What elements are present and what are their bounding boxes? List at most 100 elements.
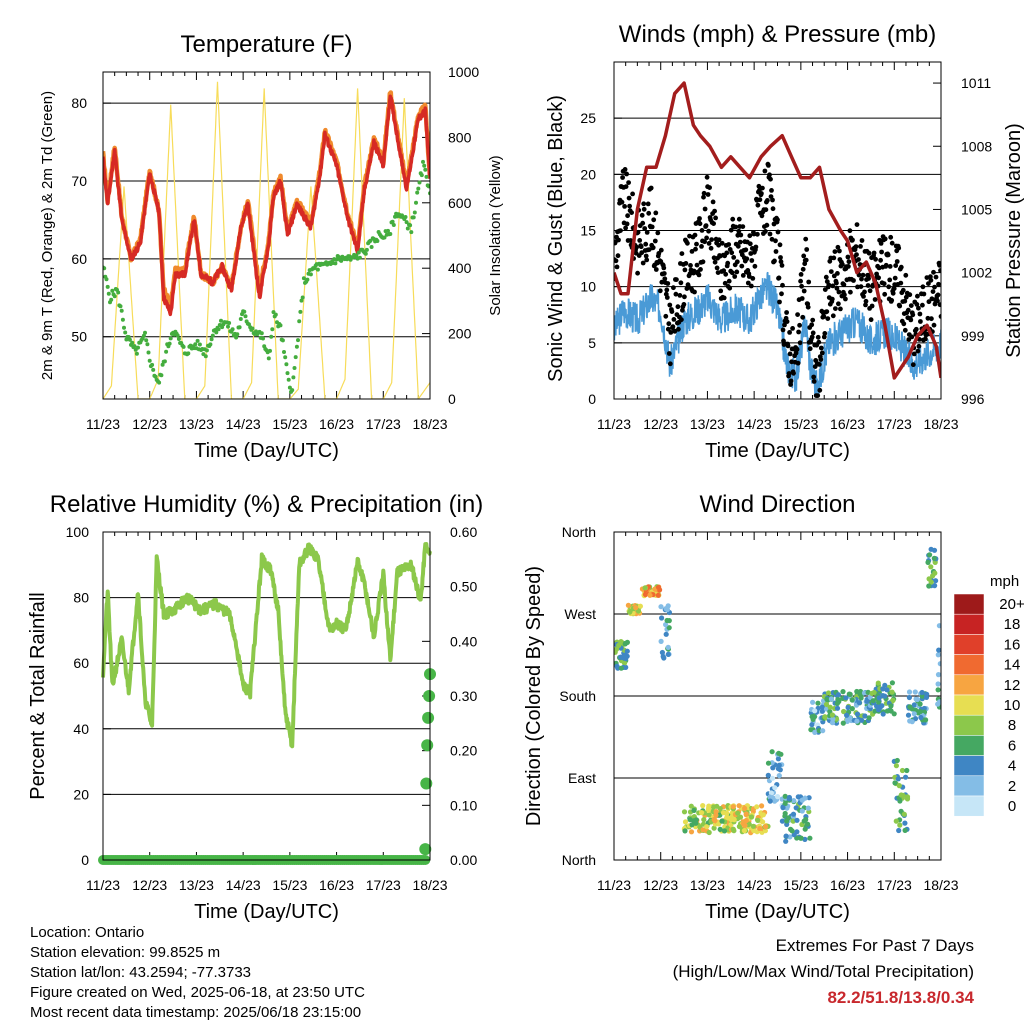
gust-point	[791, 370, 796, 376]
x-tick-label: 17/23	[366, 877, 401, 893]
dewpoint-point	[226, 324, 230, 329]
gust-point	[816, 339, 822, 345]
direction-point	[890, 697, 896, 704]
gust-point	[699, 228, 705, 233]
gust-point	[746, 274, 752, 279]
gust-point	[893, 263, 899, 268]
gust-point	[858, 244, 863, 249]
dewpoint-point	[403, 215, 408, 219]
dewpoint-point	[203, 354, 208, 359]
direction-point	[665, 651, 671, 658]
gust-point	[929, 316, 934, 322]
gust-point	[701, 190, 707, 196]
direction-point	[809, 714, 815, 720]
gust-point	[900, 287, 906, 293]
direction-point	[865, 689, 871, 696]
gust-point	[785, 343, 791, 349]
y2-axis-label: Solar Insolation (Yellow)	[487, 155, 504, 315]
dewpoint-point	[333, 261, 338, 266]
legend-label: 2	[1008, 778, 1016, 795]
direction-point	[790, 811, 797, 817]
gust-point	[614, 264, 620, 270]
direction-point	[809, 722, 815, 728]
dewpoint-point	[291, 375, 296, 380]
gust-point	[795, 360, 801, 366]
gust-point	[664, 287, 670, 293]
direction-point	[936, 623, 941, 629]
gust-point	[892, 275, 898, 281]
dewpoint-point	[357, 255, 362, 260]
dewpoint-point	[195, 338, 200, 343]
gust-point	[650, 245, 656, 251]
x-tick-label: 15/23	[272, 877, 307, 893]
dewpoint-point	[159, 373, 164, 378]
gust-point	[897, 303, 903, 309]
y2-tick-label: 0.50	[450, 579, 477, 595]
dewpoint-point	[176, 337, 181, 341]
gust-point	[908, 317, 914, 323]
gust-point	[651, 217, 657, 223]
gust-point	[718, 288, 724, 294]
panel-temperature: Temperature (F) Time (Day/UTC) 11/23 12/23 1…	[39, 31, 504, 462]
gust-point	[627, 203, 632, 209]
gust-point	[850, 237, 855, 243]
direction-point	[925, 559, 931, 566]
gust-point	[931, 322, 937, 328]
gust-point	[882, 236, 888, 242]
gust-point	[835, 244, 841, 250]
legend-swatch	[953, 755, 985, 777]
direction-point	[717, 806, 723, 812]
gust-point	[701, 194, 706, 200]
direction-point	[882, 693, 888, 699]
gust-point	[908, 303, 914, 308]
gust-point	[653, 210, 659, 216]
direction-point	[902, 827, 908, 834]
gust-point	[712, 259, 718, 265]
direction-point	[810, 699, 816, 705]
gust-point	[878, 241, 884, 246]
gust-point	[699, 244, 704, 249]
direction-point	[802, 795, 808, 801]
direction-point	[875, 704, 881, 711]
x-tick-label: 16/23	[319, 416, 354, 432]
gust-point	[866, 250, 872, 256]
dewpoint-point	[112, 294, 117, 299]
direction-point	[681, 809, 688, 815]
direction-point	[802, 826, 808, 832]
gust-point	[682, 267, 688, 273]
legend-swatch	[953, 634, 985, 655]
gust-point	[735, 243, 741, 249]
direction-point	[730, 804, 736, 810]
direction-point	[765, 772, 771, 779]
gust-point	[923, 336, 928, 342]
direction-point	[666, 625, 672, 631]
dewpoint-point	[284, 362, 289, 367]
gust-point	[667, 361, 673, 367]
direction-point	[902, 820, 908, 826]
direction-point	[622, 640, 629, 647]
direction-point	[627, 608, 633, 614]
x-tick-label: 18/23	[412, 877, 447, 893]
direction-point	[700, 803, 706, 809]
direction-point	[751, 828, 757, 834]
direction-point	[927, 552, 933, 558]
gust-point	[639, 250, 645, 256]
direction-point	[742, 805, 748, 812]
gust-point	[663, 313, 669, 319]
gust-point	[807, 346, 813, 352]
legend-swatch	[953, 795, 985, 817]
dewpoint-point	[278, 323, 283, 328]
gust-point	[918, 319, 923, 324]
dewpoint-point	[214, 330, 219, 335]
gust-point	[910, 312, 916, 318]
gust-point	[810, 330, 816, 336]
direction-point	[912, 716, 919, 722]
gust-point	[854, 252, 859, 257]
direction-point	[795, 794, 801, 800]
gust-point	[641, 201, 647, 207]
gust-point	[614, 258, 619, 264]
y-tick-label: 60	[73, 655, 89, 671]
gust-point	[723, 271, 729, 277]
gust-point	[643, 253, 649, 259]
gust-point	[682, 294, 687, 300]
